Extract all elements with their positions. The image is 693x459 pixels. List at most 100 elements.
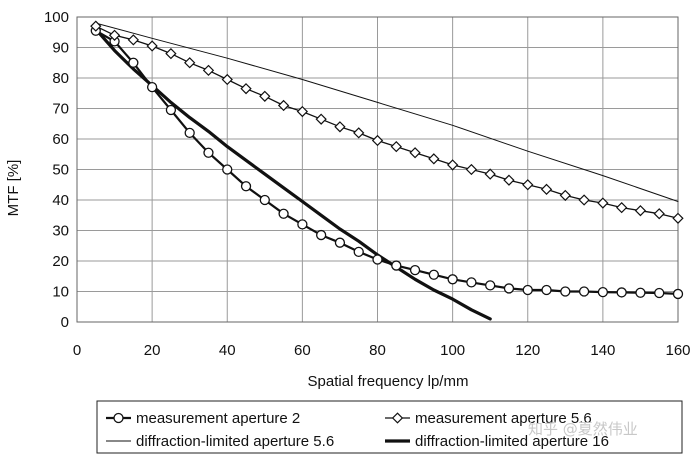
x-tick-label: 100 — [440, 342, 465, 359]
legend-label: diffraction-limited aperture 16 — [415, 433, 609, 450]
circle-marker — [203, 147, 214, 158]
y-tick-label: 90 — [52, 40, 69, 57]
circle-marker — [184, 127, 195, 139]
diamond-marker — [540, 183, 553, 195]
diamond-marker — [90, 20, 102, 32]
x-axis-label: Spatial frequency lp/mm — [308, 373, 469, 390]
x-tick-label: 140 — [590, 342, 615, 359]
series-line — [95, 22, 679, 202]
legend-label: diffraction-limited aperture 5.6 — [136, 433, 334, 450]
legend-item: measurement aperture 5.6 — [385, 410, 592, 427]
diamond-marker — [259, 90, 271, 102]
legend-item: diffraction-limited aperture 5.6 — [106, 433, 334, 450]
circle-marker — [222, 164, 233, 175]
diamond-marker — [353, 127, 365, 139]
x-tick-label: 40 — [219, 342, 236, 359]
y-tick-label: 70 — [52, 101, 69, 118]
diamond-marker — [184, 57, 196, 69]
circle-marker — [672, 288, 684, 300]
diamond-marker — [165, 47, 177, 60]
circle-marker — [522, 284, 533, 296]
y-tick-label: 80 — [52, 70, 69, 87]
diamond-marker — [371, 134, 384, 147]
circle-marker — [560, 286, 571, 297]
circle-marker — [278, 208, 289, 219]
circle-marker — [316, 229, 327, 241]
legend: measurement aperture 2 measurement apertu… — [96, 400, 683, 454]
circle-marker — [372, 254, 383, 265]
diamond-marker — [522, 179, 534, 191]
circle-marker — [578, 286, 590, 297]
diamond-marker — [672, 212, 684, 224]
diamond-marker — [240, 83, 252, 95]
diamond-marker — [127, 34, 139, 46]
y-tick-label: 0 — [61, 314, 69, 331]
circle-marker — [597, 286, 609, 298]
circle-marker — [485, 280, 496, 291]
diamond-marker — [202, 64, 215, 77]
circle-marker — [353, 246, 364, 258]
circle-marker — [466, 277, 477, 288]
y-tick-label: 60 — [52, 131, 69, 148]
x-tick-label: 160 — [665, 342, 690, 359]
series-line — [95, 25, 679, 219]
legend-label: measurement aperture 5.6 — [415, 410, 592, 427]
y-tick-label: 20 — [52, 253, 69, 270]
diamond-marker — [597, 197, 609, 209]
y-axis-label: MTF [%] — [5, 160, 22, 217]
legend-box — [96, 400, 683, 454]
circle-marker — [447, 274, 458, 285]
x-tick-label: 120 — [515, 342, 540, 359]
circle-marker — [146, 82, 158, 93]
grid — [76, 16, 679, 323]
circle-marker — [334, 237, 346, 248]
plot-area-border — [76, 16, 679, 323]
diamond-marker — [315, 113, 327, 125]
circle-marker — [635, 287, 646, 298]
diamond-marker — [653, 208, 665, 220]
diamond-marker — [277, 99, 290, 112]
diamond-marker — [503, 174, 515, 186]
diamond-marker — [390, 140, 402, 153]
diamond-marker — [334, 121, 346, 133]
circle-marker — [391, 260, 402, 271]
circle-marker — [165, 104, 177, 116]
circle-marker — [541, 284, 552, 296]
x-tick-label: 20 — [144, 342, 161, 359]
circle-marker — [240, 181, 252, 192]
diamond-marker — [634, 205, 647, 217]
series-line — [94, 27, 492, 321]
diamond-marker — [146, 40, 158, 52]
diamond-marker — [296, 105, 309, 118]
tick-labels: 0 10 20 30 40 50 60 70 80 90 100 0 20 40 60 80 100 120 140… — [44, 9, 691, 359]
diamond-marker — [465, 163, 478, 176]
circle-marker — [113, 412, 124, 424]
series-line — [94, 29, 680, 295]
circle-marker — [128, 57, 139, 68]
y-tick-label: 50 — [52, 162, 69, 179]
legend-item: measurement aperture 2 — [106, 410, 300, 427]
diamond-marker — [221, 73, 233, 86]
circle-marker — [616, 287, 627, 298]
x-tick-label: 0 — [73, 342, 81, 359]
circle-marker — [654, 287, 665, 299]
diamond-marker — [446, 159, 459, 171]
x-tick-label: 80 — [369, 342, 386, 359]
series-layer — [90, 20, 684, 321]
diamond-marker — [616, 201, 628, 214]
y-tick-label: 100 — [44, 9, 69, 26]
circle-marker — [259, 194, 270, 206]
circle-marker — [409, 264, 421, 276]
diamond-marker — [409, 147, 421, 159]
legend-item: diffraction-limited aperture 16 — [385, 433, 609, 450]
watermark-text: 知乎 @夏然伟业 — [528, 420, 638, 438]
diamond-marker — [391, 412, 404, 424]
diamond-marker — [108, 29, 121, 41]
legend-label: measurement aperture 2 — [136, 410, 300, 427]
diamond-marker — [428, 153, 440, 165]
y-tick-label: 40 — [52, 192, 69, 209]
circle-marker — [428, 269, 439, 280]
circle-marker — [503, 283, 515, 294]
diamond-marker — [559, 189, 571, 202]
